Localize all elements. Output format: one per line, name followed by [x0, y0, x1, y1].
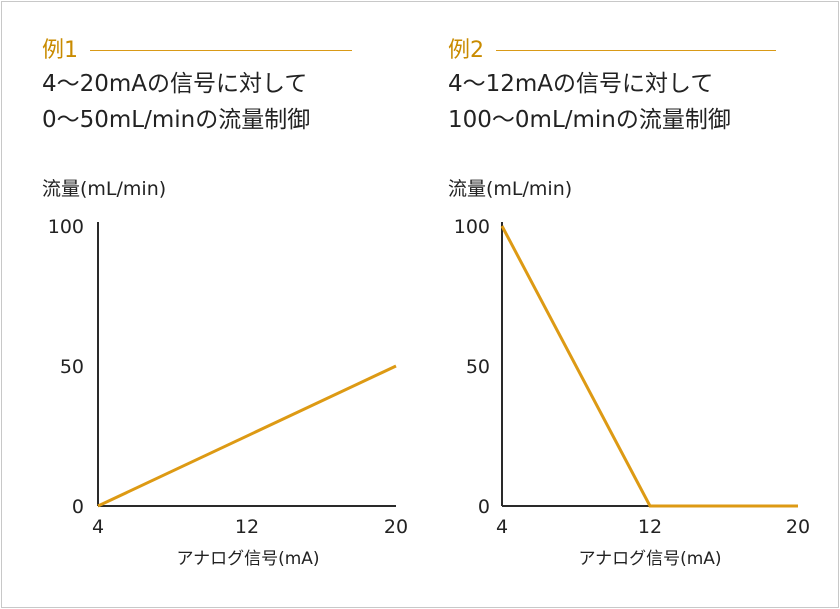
chart-1-x-axis-title: アナログ信号(mA) [176, 549, 319, 569]
example-1-desc-line1: 4〜20mAの信号に対して [42, 71, 308, 97]
chart-1-y-tick-label: 100 [48, 216, 84, 238]
example-1-label: 例1 [42, 38, 78, 63]
chart-1: 0 50 100 4 12 20 アナログ信号(mA) [48, 216, 408, 569]
chart-2-y-tick-label: 50 [466, 356, 490, 378]
chart-1-x-tick-label: 20 [384, 516, 408, 538]
example-1-desc-line2: 0〜50mL/minの流量制御 [42, 107, 311, 133]
chart-2-x-axis-title: アナログ信号(mA) [578, 549, 721, 569]
chart-2: 0 50 100 4 12 20 アナログ信号(mA) [454, 216, 810, 569]
example-2-desc-line1: 4〜12mAの信号に対して [448, 71, 714, 97]
chart-1-y-tick-label: 50 [60, 356, 84, 378]
example-2-rule [496, 50, 776, 51]
chart-1-y-tick-label: 0 [72, 496, 84, 518]
chart-1-x-tick-label: 12 [235, 516, 259, 538]
chart-2-series-line [500, 225, 798, 508]
example-1-rule [90, 50, 352, 51]
chart-2-y-tick-label: 100 [454, 216, 490, 238]
example-2-desc-line2: 100〜0mL/minの流量制御 [448, 107, 731, 133]
chart-1-y-axis-title: 流量(mL/min) [42, 178, 167, 200]
chart-2-y-tick-label: 0 [478, 496, 490, 518]
chart-2-x-tick-label: 20 [786, 516, 810, 538]
example-2-panel: 例2 4〜12mAの信号に対して 100〜0mL/minの流量制御 流量(mL/… [420, 0, 840, 609]
chart-2-x-tick-label: 12 [638, 516, 662, 538]
example-1-panel: 例1 4〜20mAの信号に対して 0〜50mL/minの流量制御 流量(mL/m… [42, 38, 408, 569]
example-2-label: 例2 [448, 38, 484, 63]
chart-2-y-axis-title: 流量(mL/min) [448, 178, 573, 200]
chart-1-x-tick-label: 4 [92, 516, 104, 538]
chart-2-x-tick-label: 4 [496, 516, 508, 538]
chart-1-series-line [97, 364, 397, 508]
